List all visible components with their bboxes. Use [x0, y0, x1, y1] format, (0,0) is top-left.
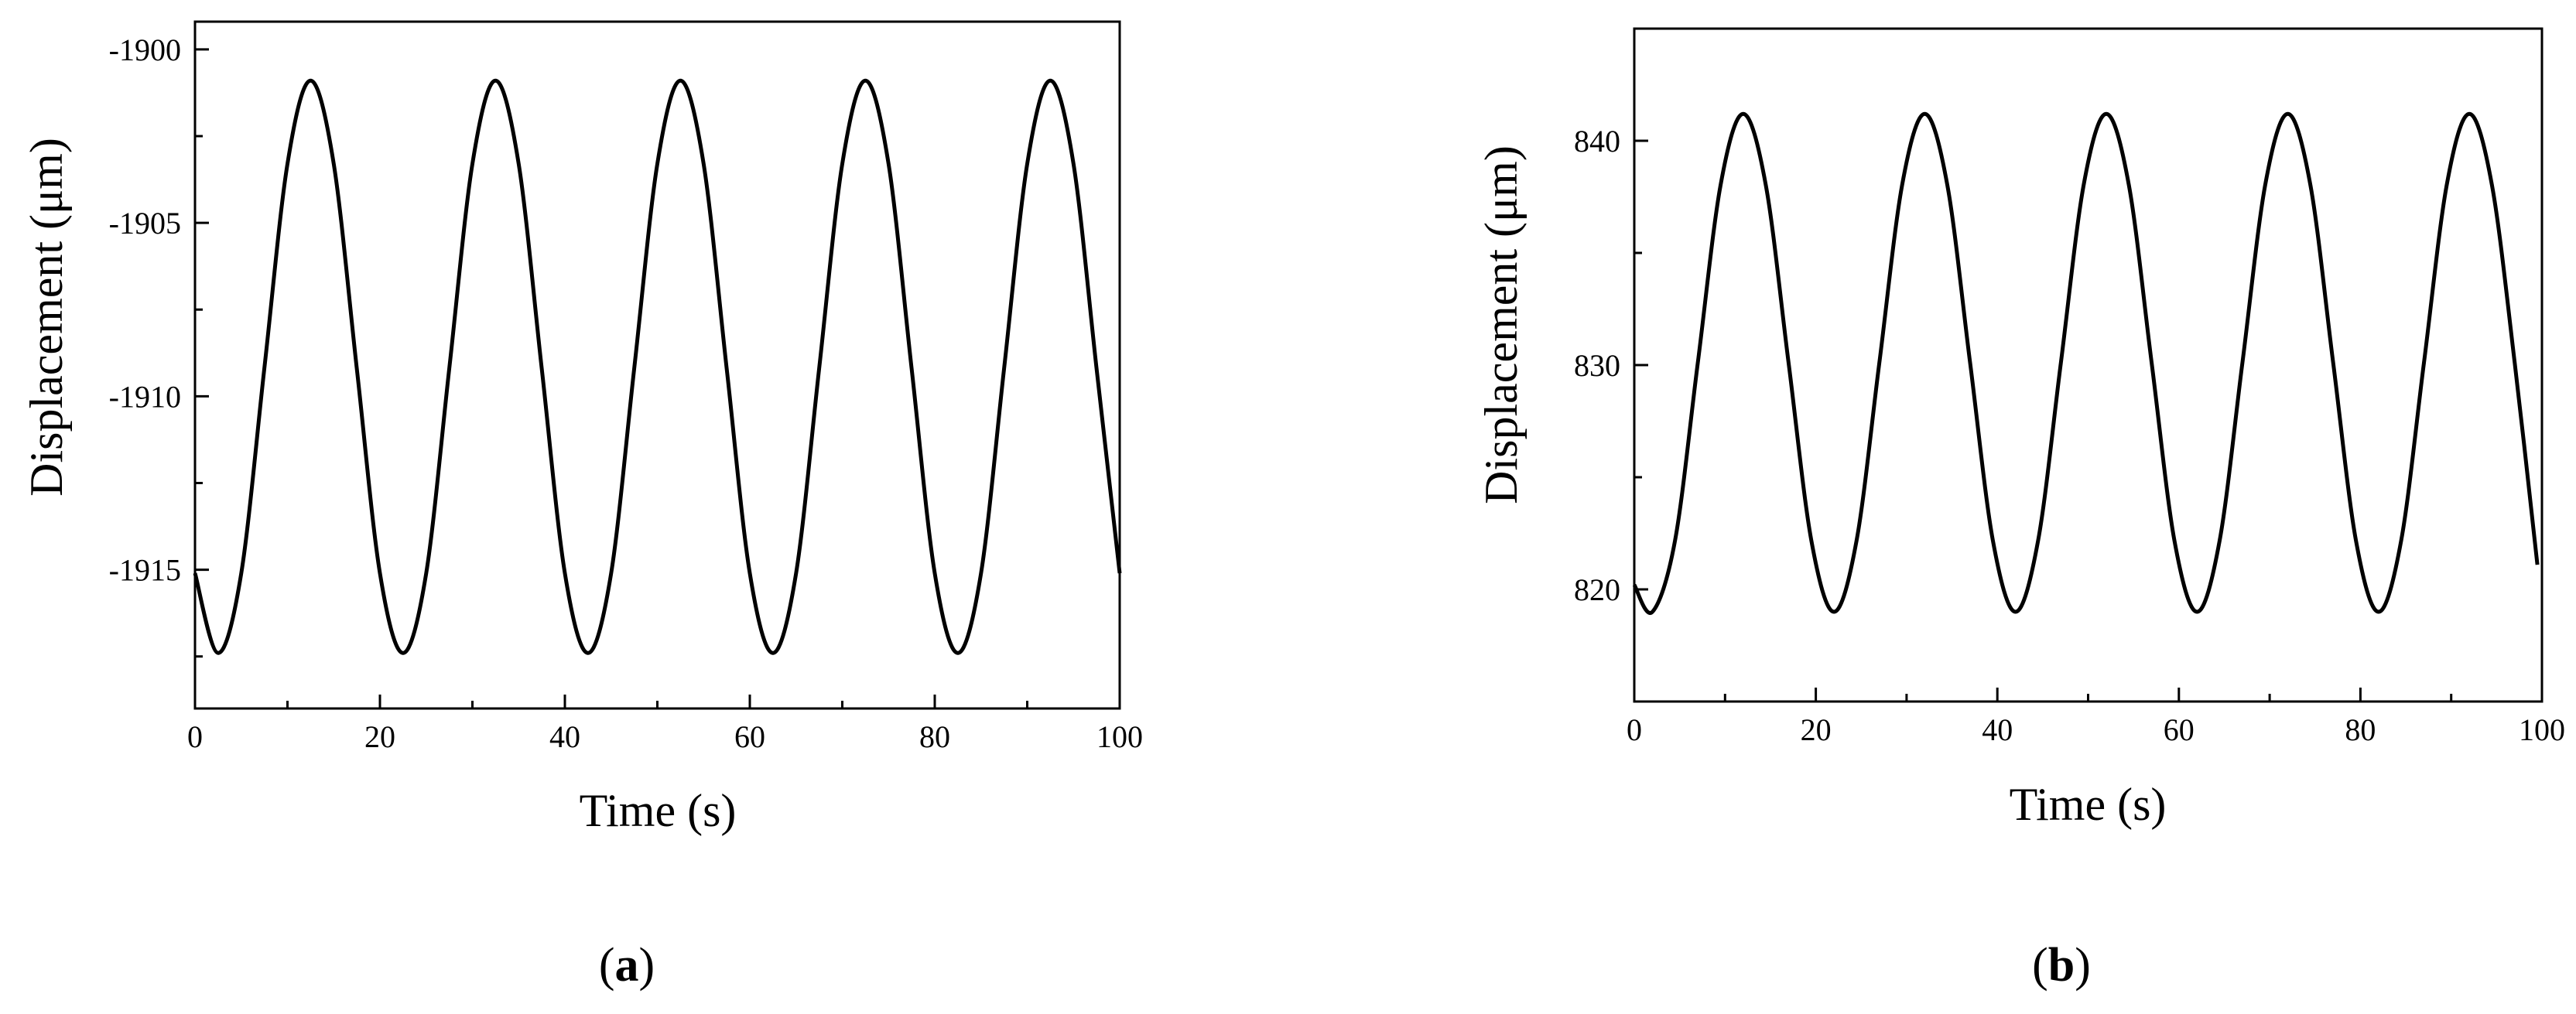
y-tick-label-a: -1900 — [109, 32, 181, 67]
y-ticks-a: -1900 -1905 -1910 -1915 — [109, 32, 209, 658]
series-line-a — [193, 78, 1122, 655]
x-tick-label-b: 0 — [1627, 712, 1642, 747]
x-tick-label-a: 100 — [1096, 719, 1143, 754]
x-tick-label-a: 80 — [919, 719, 950, 754]
panel-a: -1900 -1905 -1910 -1915 0 20 40 60 80 100 Displa… — [21, 20, 1143, 992]
plot-frame-b — [1633, 27, 2544, 703]
panel-label-b: (b) — [2032, 939, 2091, 992]
y-tick-label-a: -1910 — [109, 379, 181, 414]
x-tick-label-a: 0 — [187, 719, 203, 754]
x-tick-label-b: 60 — [2164, 712, 2195, 747]
x-axis-title-b: Time (s) — [2010, 779, 2167, 830]
y-tick-label-b: 820 — [1574, 572, 1620, 607]
x-tick-label-a: 40 — [549, 719, 580, 754]
plot-frame-a — [193, 20, 1121, 710]
panel-label-a: (a) — [599, 939, 655, 992]
x-tick-label-b: 20 — [1801, 712, 1832, 747]
y-tick-label-b: 840 — [1574, 124, 1620, 159]
x-tick-label-b: 100 — [2519, 712, 2565, 747]
x-ticks-b: 0 20 40 60 80 100 — [1627, 688, 2565, 747]
panel-label-b-open: ( — [2032, 939, 2048, 992]
y-tick-label-a: -1905 — [109, 206, 181, 241]
y-tick-label-b: 830 — [1574, 348, 1620, 383]
panel-label-b-letter: b — [2048, 939, 2075, 992]
y-tick-label-a: -1915 — [109, 553, 181, 588]
x-ticks-a: 0 20 40 60 80 100 — [187, 695, 1143, 754]
x-tick-label-a: 20 — [364, 719, 395, 754]
x-tick-label-b: 80 — [2345, 712, 2376, 747]
panel-b: 820 830 840 0 20 40 60 80 100 Displacement (μm)… — [1476, 27, 2565, 992]
panel-label-a-open: ( — [599, 939, 615, 992]
y-ticks-b: 820 830 840 — [1574, 27, 1648, 703]
y-axis-title-b: Displacement (μm) — [1476, 145, 1527, 504]
x-tick-label-a: 60 — [734, 719, 765, 754]
x-tick-label-b: 40 — [1982, 712, 2013, 747]
series-line-b — [1632, 111, 2540, 616]
y-axis-title-a: Displacement (μm) — [21, 138, 72, 497]
panel-label-a-close: ) — [639, 939, 655, 992]
panel-label-a-letter: a — [615, 939, 639, 992]
x-axis-title-a: Time (s) — [580, 785, 737, 836]
panel-label-b-close: ) — [2075, 939, 2091, 992]
